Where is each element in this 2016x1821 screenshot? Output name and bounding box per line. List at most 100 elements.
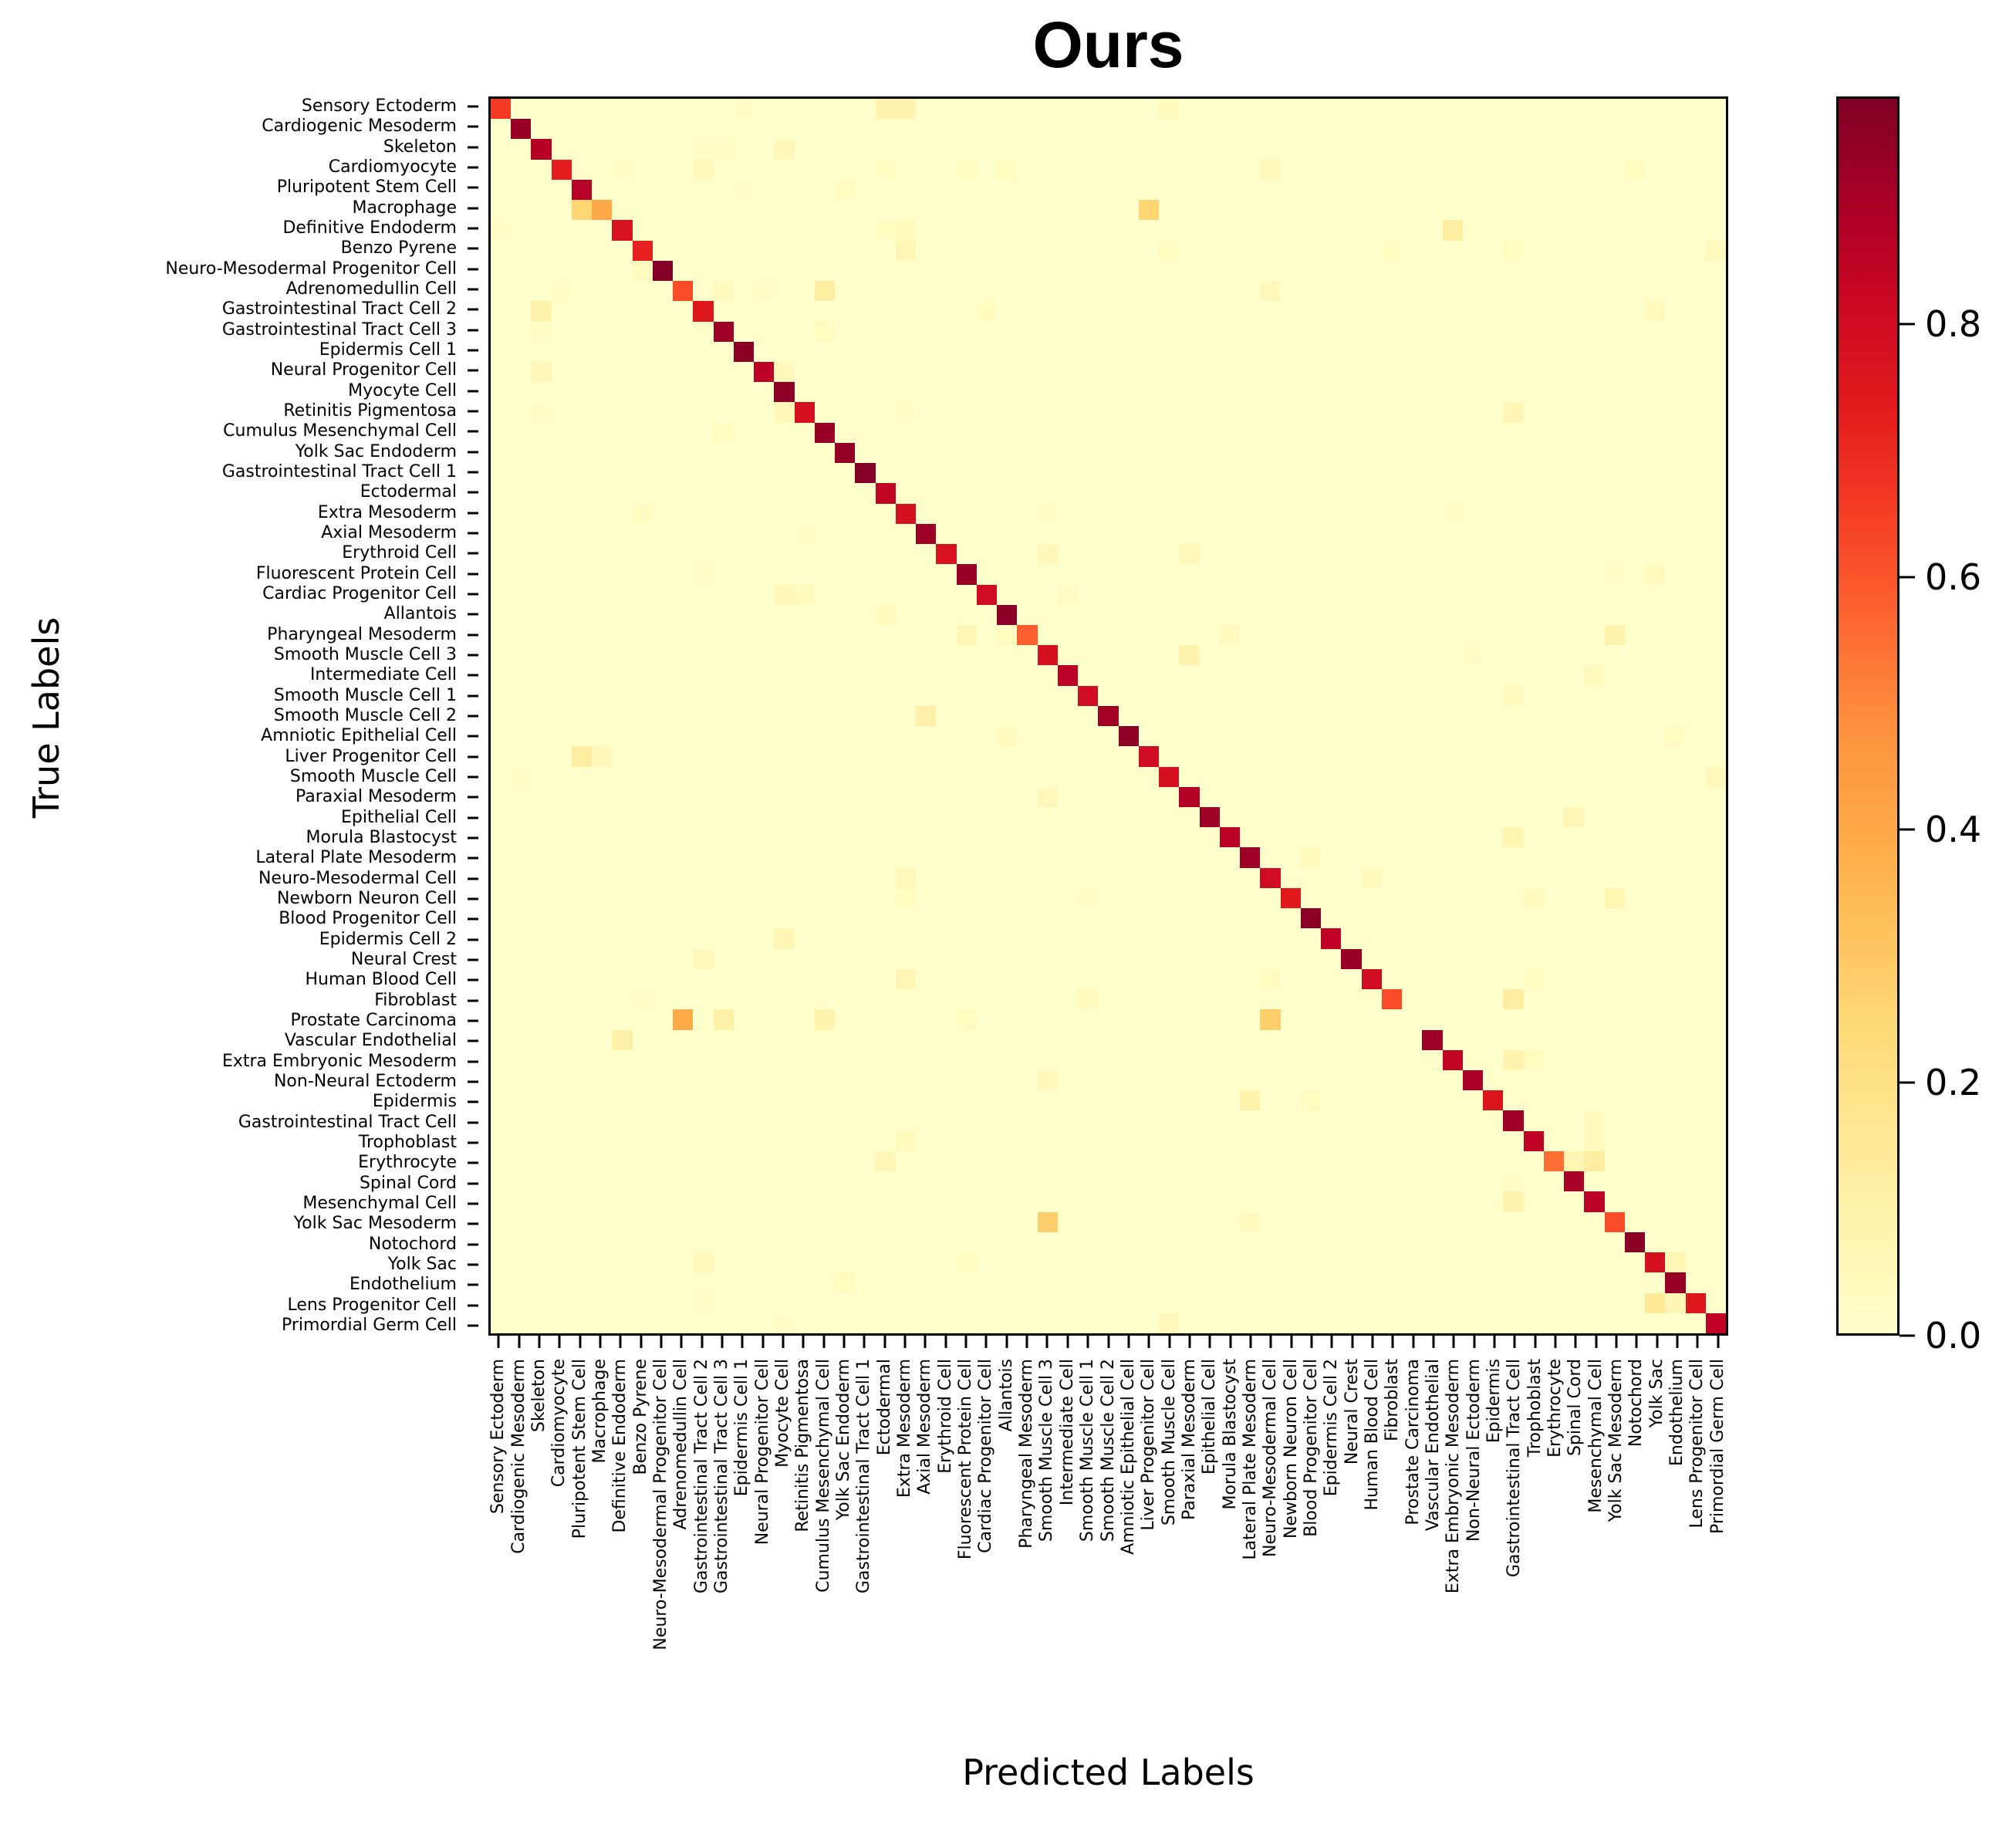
y-tick-label: Blood Progenitor Cell (279, 909, 457, 929)
heatmap-cell (1361, 604, 1382, 625)
heatmap-cell (916, 260, 937, 282)
heatmap-cell (1341, 1150, 1362, 1172)
heatmap-cell (1564, 665, 1585, 686)
heatmap-cell (1604, 807, 1625, 828)
heatmap-cell (1543, 847, 1565, 868)
heatmap-cell (1341, 685, 1362, 706)
heatmap-cell (1078, 847, 1099, 868)
heatmap-cell (895, 523, 917, 545)
heatmap-cell (551, 827, 572, 848)
heatmap-cell (1503, 523, 1524, 545)
heatmap-cell (1138, 442, 1160, 464)
heatmap-cell (1665, 908, 1686, 929)
heatmap-cell (1624, 1130, 1646, 1151)
heatmap-cell (551, 1090, 572, 1111)
heatmap-cell (1017, 402, 1038, 423)
heatmap-cell (733, 260, 755, 282)
heatmap-cell (1442, 1231, 1463, 1253)
heatmap-cell (956, 1313, 977, 1333)
heatmap-cell (531, 139, 552, 160)
heatmap-cell (1260, 645, 1281, 666)
heatmap-cell (612, 1211, 633, 1232)
heatmap-cell (1503, 989, 1524, 1010)
heatmap-cell (895, 463, 917, 484)
heatmap-cell (713, 685, 734, 706)
heatmap-cell (673, 544, 694, 565)
heatmap-cell (1685, 665, 1706, 686)
heatmap-cell (1523, 604, 1544, 625)
x-tick-mark (1229, 1336, 1232, 1348)
heatmap-cell (855, 260, 876, 282)
heatmap-cell (1159, 705, 1180, 727)
heatmap-cell (673, 908, 694, 929)
heatmap-cell (835, 139, 856, 160)
heatmap-cell (1098, 685, 1119, 706)
heatmap-cell (956, 746, 977, 767)
heatmap-cell (916, 908, 937, 929)
heatmap-cell (1503, 119, 1524, 140)
heatmap-cell (1665, 544, 1686, 565)
heatmap-cell (1442, 99, 1463, 120)
heatmap-cell (855, 948, 876, 969)
heatmap-cell (571, 827, 593, 848)
heatmap-cell (976, 1191, 998, 1212)
heatmap-cell (1462, 887, 1484, 909)
heatmap-cell (733, 442, 755, 464)
heatmap-cell (1138, 564, 1160, 585)
heatmap-cell (713, 240, 734, 261)
heatmap-cell (1321, 726, 1342, 747)
heatmap-cell (1442, 665, 1463, 686)
heatmap-cell (1483, 1070, 1504, 1091)
heatmap-cell (1543, 1049, 1565, 1071)
y-tick-mark (468, 1161, 478, 1164)
heatmap-cell (855, 422, 876, 443)
heatmap-cell (1057, 948, 1079, 969)
heatmap-cell (956, 179, 977, 201)
heatmap-cell (875, 887, 896, 909)
heatmap-cell (855, 220, 876, 241)
heatmap-cell (1665, 928, 1686, 949)
heatmap-cell (1523, 139, 1544, 160)
heatmap-cell (713, 260, 734, 282)
x-tick-label: Vascular Endothelial (1423, 1359, 1443, 1532)
heatmap-cell (1645, 968, 1666, 990)
heatmap-cell (713, 908, 734, 929)
heatmap-cell (1584, 220, 1605, 241)
heatmap-cell (1442, 1110, 1463, 1131)
heatmap-cell (1017, 584, 1038, 605)
heatmap-cell (936, 1009, 957, 1030)
heatmap-cell (1321, 564, 1342, 585)
heatmap-cell (571, 1150, 593, 1172)
heatmap-cell (1138, 1272, 1160, 1293)
heatmap-cell (794, 1313, 815, 1333)
heatmap-cell (814, 1313, 836, 1333)
heatmap-cell (713, 1049, 734, 1071)
heatmap-cell (511, 1313, 532, 1333)
y-tick-mark (468, 735, 478, 738)
heatmap-cell (673, 807, 694, 828)
heatmap-cell (1078, 1252, 1099, 1273)
heatmap-cell (794, 726, 815, 747)
heatmap-cell (531, 1252, 552, 1273)
heatmap-cell (895, 1272, 917, 1293)
heatmap-cell (652, 766, 674, 787)
heatmap-cell (1503, 685, 1524, 706)
heatmap-cell (693, 220, 714, 241)
heatmap-cell (1341, 827, 1362, 848)
x-tick-mark (1127, 1336, 1130, 1348)
heatmap-cell (1057, 341, 1079, 362)
heatmap-cell (1361, 1231, 1382, 1253)
heatmap-cell (1057, 240, 1079, 261)
heatmap-cell (1604, 1191, 1625, 1212)
heatmap-cell (1240, 281, 1261, 302)
heatmap-cell (1685, 1110, 1706, 1131)
heatmap-cell (1280, 1292, 1301, 1313)
heatmap-cell (855, 523, 876, 545)
heatmap-cell (1665, 281, 1686, 302)
heatmap-cell (1523, 624, 1544, 646)
heatmap-cell (1645, 1231, 1666, 1253)
heatmap-cell (1665, 442, 1686, 464)
heatmap-cell (1422, 503, 1443, 524)
heatmap-cell (632, 766, 653, 787)
heatmap-cell (916, 847, 937, 868)
